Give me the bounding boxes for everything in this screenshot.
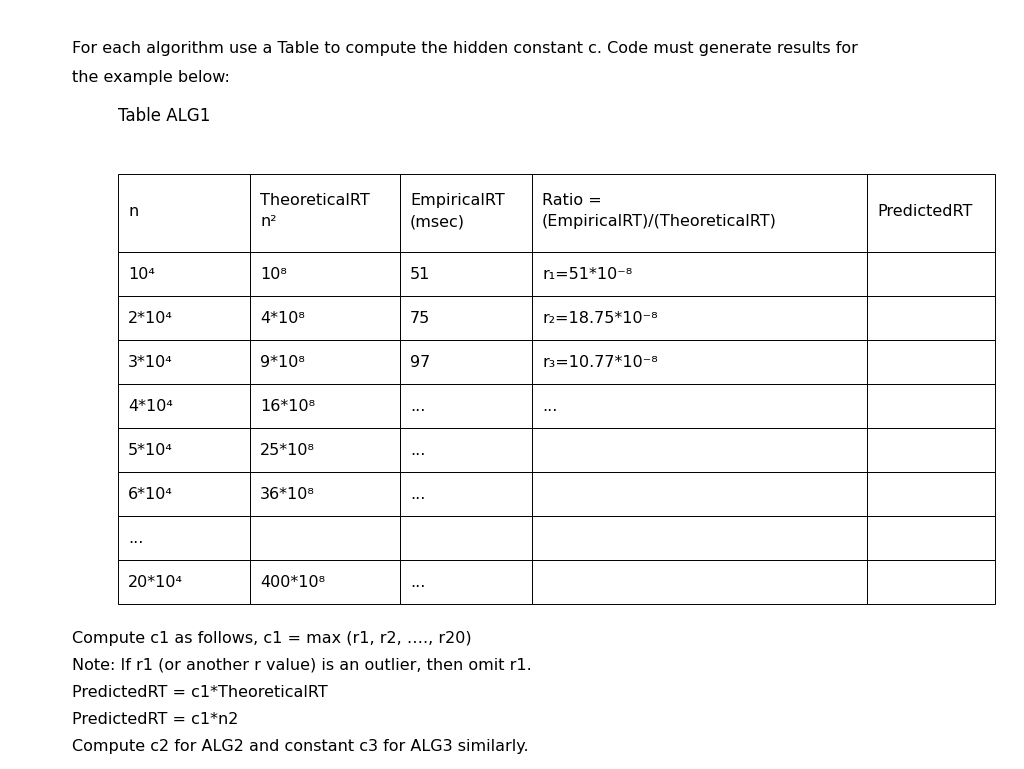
Bar bbox=[867, 252, 995, 296]
Text: 75: 75 bbox=[410, 311, 430, 325]
Bar bbox=[867, 174, 995, 252]
Bar bbox=[867, 472, 995, 516]
Bar bbox=[118, 560, 250, 604]
Text: 6*10⁴: 6*10⁴ bbox=[128, 487, 173, 501]
Bar bbox=[532, 384, 867, 428]
Text: r₃=10.77*10⁻⁸: r₃=10.77*10⁻⁸ bbox=[542, 355, 657, 369]
Bar bbox=[400, 560, 532, 604]
Text: EmpiricalRT
(msec): EmpiricalRT (msec) bbox=[410, 193, 505, 229]
Bar bbox=[400, 252, 532, 296]
Text: 10⁴: 10⁴ bbox=[128, 267, 155, 281]
Text: PredictedRT = c1*n2: PredictedRT = c1*n2 bbox=[72, 712, 239, 727]
Text: 3*10⁴: 3*10⁴ bbox=[128, 355, 173, 369]
Text: TheoreticalRT
n²: TheoreticalRT n² bbox=[260, 193, 370, 229]
Text: PredictedRT: PredictedRT bbox=[877, 204, 973, 218]
Text: ...: ... bbox=[410, 487, 425, 501]
Bar bbox=[118, 428, 250, 472]
Text: ...: ... bbox=[410, 398, 425, 414]
Text: 25*10⁸: 25*10⁸ bbox=[260, 442, 315, 458]
Bar bbox=[532, 296, 867, 340]
Bar bbox=[532, 516, 867, 560]
Bar bbox=[867, 428, 995, 472]
Text: ...: ... bbox=[128, 531, 143, 545]
Text: Note: If r1 (or another r value) is an outlier, then omit r1.: Note: If r1 (or another r value) is an o… bbox=[72, 658, 531, 673]
Bar bbox=[118, 472, 250, 516]
Bar bbox=[250, 296, 400, 340]
Bar bbox=[532, 560, 867, 604]
Text: 4*10⁸: 4*10⁸ bbox=[260, 311, 305, 325]
Bar bbox=[250, 174, 400, 252]
Bar bbox=[118, 252, 250, 296]
Text: 9*10⁸: 9*10⁸ bbox=[260, 355, 305, 369]
Bar bbox=[250, 340, 400, 384]
Text: ...: ... bbox=[410, 442, 425, 458]
Text: For each algorithm use a Table to compute the hidden constant c. Code must gener: For each algorithm use a Table to comput… bbox=[72, 41, 858, 56]
Text: 10⁸: 10⁸ bbox=[260, 267, 287, 281]
Bar bbox=[250, 428, 400, 472]
Bar bbox=[400, 428, 532, 472]
Text: r₂=18.75*10⁻⁸: r₂=18.75*10⁻⁸ bbox=[542, 311, 657, 325]
Bar bbox=[867, 384, 995, 428]
Text: ...: ... bbox=[410, 574, 425, 590]
Bar bbox=[532, 472, 867, 516]
Bar bbox=[400, 174, 532, 252]
Text: n: n bbox=[128, 204, 138, 218]
Text: 5*10⁴: 5*10⁴ bbox=[128, 442, 173, 458]
Bar bbox=[867, 560, 995, 604]
Bar bbox=[867, 340, 995, 384]
Text: 97: 97 bbox=[410, 355, 430, 369]
Text: Compute c1 as follows, c1 = max (r1, r2, …., r20): Compute c1 as follows, c1 = max (r1, r2,… bbox=[72, 631, 472, 646]
Bar bbox=[400, 472, 532, 516]
Text: Table ALG1: Table ALG1 bbox=[118, 107, 210, 125]
Bar bbox=[118, 340, 250, 384]
Bar bbox=[532, 252, 867, 296]
Text: the example below:: the example below: bbox=[72, 70, 229, 85]
Bar bbox=[118, 174, 250, 252]
Bar bbox=[400, 384, 532, 428]
Bar bbox=[400, 516, 532, 560]
Bar bbox=[867, 296, 995, 340]
Bar bbox=[867, 516, 995, 560]
Text: 36*10⁸: 36*10⁸ bbox=[260, 487, 314, 501]
Bar bbox=[118, 296, 250, 340]
Text: PredictedRT = c1*TheoreticalRT: PredictedRT = c1*TheoreticalRT bbox=[72, 685, 328, 700]
Text: 400*10⁸: 400*10⁸ bbox=[260, 574, 326, 590]
Bar bbox=[532, 428, 867, 472]
Bar bbox=[532, 340, 867, 384]
Text: 51: 51 bbox=[410, 267, 430, 281]
Bar bbox=[250, 252, 400, 296]
Bar bbox=[118, 384, 250, 428]
Bar bbox=[250, 384, 400, 428]
Text: 16*10⁸: 16*10⁸ bbox=[260, 398, 315, 414]
Bar bbox=[118, 516, 250, 560]
Text: ...: ... bbox=[542, 398, 557, 414]
Text: Ratio =
(EmpiricalRT)/(TheoreticalRT): Ratio = (EmpiricalRT)/(TheoreticalRT) bbox=[542, 193, 777, 229]
Text: r₁=51*10⁻⁸: r₁=51*10⁻⁸ bbox=[542, 267, 632, 281]
Bar bbox=[400, 296, 532, 340]
Text: 2*10⁴: 2*10⁴ bbox=[128, 311, 173, 325]
Bar bbox=[250, 472, 400, 516]
Text: Compute c2 for ALG2 and constant c3 for ALG3 similarly.: Compute c2 for ALG2 and constant c3 for … bbox=[72, 739, 528, 754]
Bar bbox=[250, 516, 400, 560]
Text: 20*10⁴: 20*10⁴ bbox=[128, 574, 183, 590]
Bar bbox=[400, 340, 532, 384]
Text: 4*10⁴: 4*10⁴ bbox=[128, 398, 173, 414]
Bar bbox=[250, 560, 400, 604]
Bar bbox=[532, 174, 867, 252]
